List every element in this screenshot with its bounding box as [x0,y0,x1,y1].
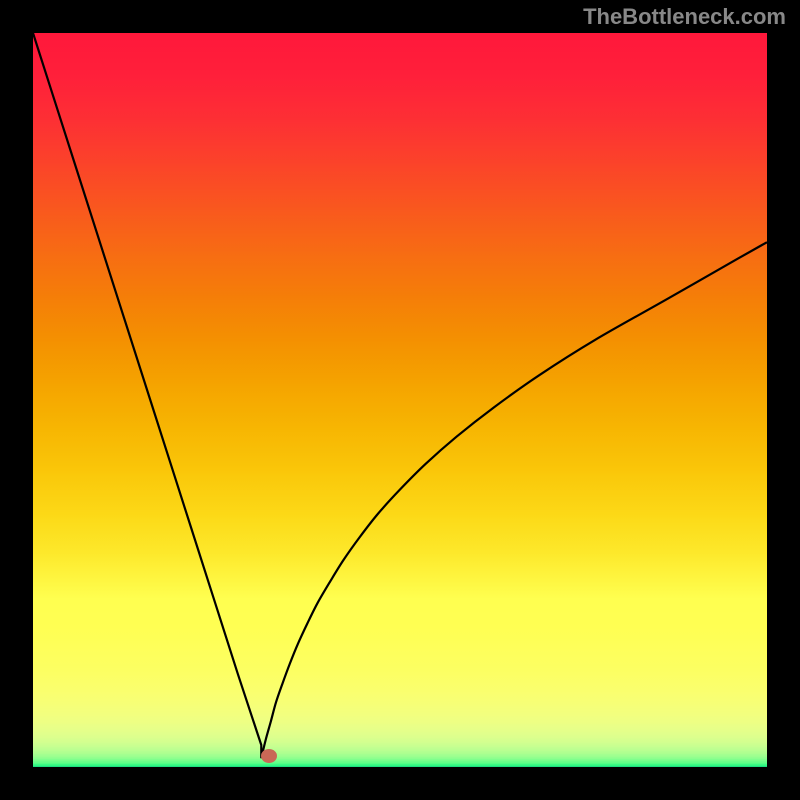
chart-plot-area [33,33,767,767]
v-curve [33,33,767,767]
watermark-text: TheBottleneck.com [583,4,786,30]
v-curve-path [33,33,767,758]
minimum-marker [261,749,277,763]
